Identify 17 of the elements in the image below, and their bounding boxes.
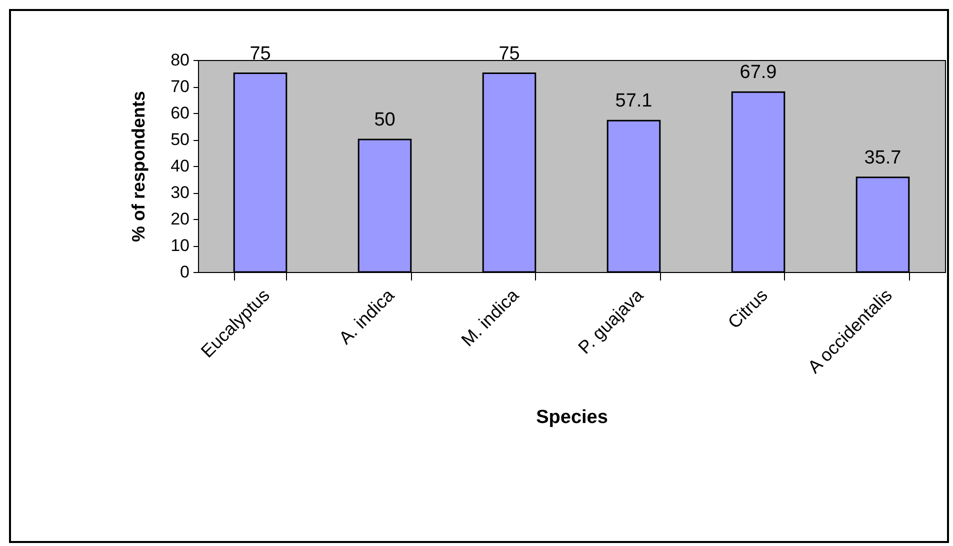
y-tick-label: 30 bbox=[170, 183, 190, 202]
data-label: 75 bbox=[250, 43, 271, 64]
y-axis-title: % of respondents bbox=[128, 90, 149, 242]
y-tick-label: 20 bbox=[170, 210, 190, 228]
y-tick-label: 70 bbox=[170, 77, 190, 96]
data-label: 57.1 bbox=[615, 90, 652, 112]
y-tick-label: 50 bbox=[170, 130, 190, 149]
data-label: 50 bbox=[374, 110, 396, 130]
y-tick-label: 60 bbox=[170, 104, 190, 122]
y-tick-label: 40 bbox=[170, 156, 190, 176]
y-tick-label: 10 bbox=[170, 236, 190, 255]
data-label: 67.9 bbox=[740, 62, 777, 84]
y-tick-label: 80 bbox=[170, 50, 190, 70]
x-axis-title: Species bbox=[536, 406, 608, 428]
y-tick-label: 0 bbox=[180, 262, 190, 282]
data-label: 35.7 bbox=[864, 147, 902, 168]
data-label: 75 bbox=[498, 43, 520, 64]
